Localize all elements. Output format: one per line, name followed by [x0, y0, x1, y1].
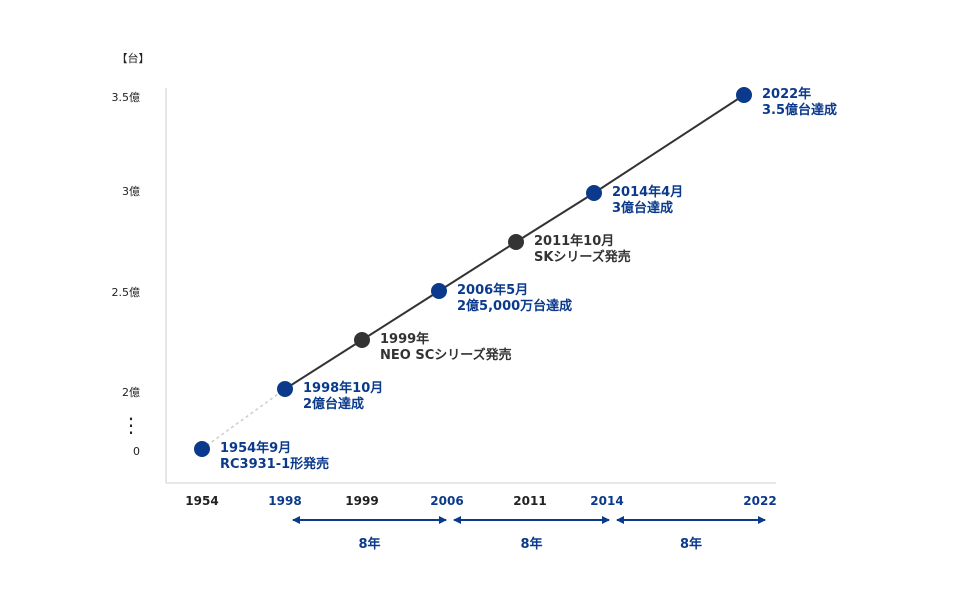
data-point-marker [277, 381, 293, 397]
point-label-line2: 2億台達成 [303, 396, 364, 412]
y-tick-label: 2億 [122, 386, 140, 399]
series-line-dashed [201, 388, 286, 450]
span-arrows-group: 8年 8年 8年 [292, 516, 766, 552]
x-tick-label: 2011 [513, 494, 546, 508]
x-tick-label: 1954 [185, 494, 218, 508]
point-label-line2: 3.5億台達成 [762, 102, 837, 118]
series-line-group [201, 94, 745, 450]
x-tick-label: 2014 [590, 494, 623, 508]
x-tick-label: 1998 [268, 494, 301, 508]
series-line [284, 94, 745, 390]
point-label-line1: 1998年10月 [303, 380, 383, 396]
data-point-marker [508, 234, 524, 250]
x-axis-ticks: 1954 1998 1999 2006 2011 2014 2022 [185, 494, 776, 508]
point-label-line2: SKシリーズ発売 [534, 249, 631, 265]
data-point-marker [586, 185, 602, 201]
x-tick-label: 1999 [345, 494, 378, 508]
point-label-line1: 2022年 [762, 86, 811, 102]
point-label-line1: 2014年4月 [612, 184, 683, 200]
point-label-line2: 3億台達成 [612, 200, 673, 216]
data-point-marker [736, 87, 752, 103]
point-label-line1: 1954年9月 [220, 440, 291, 456]
point-label-line1: 2011年10月 [534, 233, 614, 249]
y-axis-ticks: 0 2億 2.5億 3億 3.5億 ⋮ [112, 91, 142, 458]
point-label-line2: NEO SCシリーズ発売 [380, 347, 512, 363]
data-point-marker [194, 441, 210, 457]
y-tick-label: 3.5億 [112, 91, 141, 104]
data-point-marker [354, 332, 370, 348]
point-label-line1: 1999年 [380, 331, 429, 347]
span-label: 8年 [358, 536, 380, 552]
y-tick-label: 2.5億 [112, 286, 141, 299]
y-axis-break-icon: ⋮ [121, 413, 141, 437]
point-label-line2: RC3931-1形発売 [220, 456, 329, 472]
y-tick-label: 3億 [122, 185, 140, 198]
data-point-marker [431, 283, 447, 299]
point-label-line2: 2億5,000万台達成 [457, 298, 572, 314]
x-tick-label: 2006 [430, 494, 463, 508]
span-label: 8年 [520, 536, 542, 552]
x-tick-label: 2022 [743, 494, 776, 508]
y-tick-label: 0 [133, 445, 140, 458]
point-label-line1: 2006年5月 [457, 282, 528, 298]
y-axis-unit-label: 【台】 [117, 51, 150, 65]
span-label: 8年 [680, 536, 702, 552]
data-points-group [194, 87, 752, 457]
